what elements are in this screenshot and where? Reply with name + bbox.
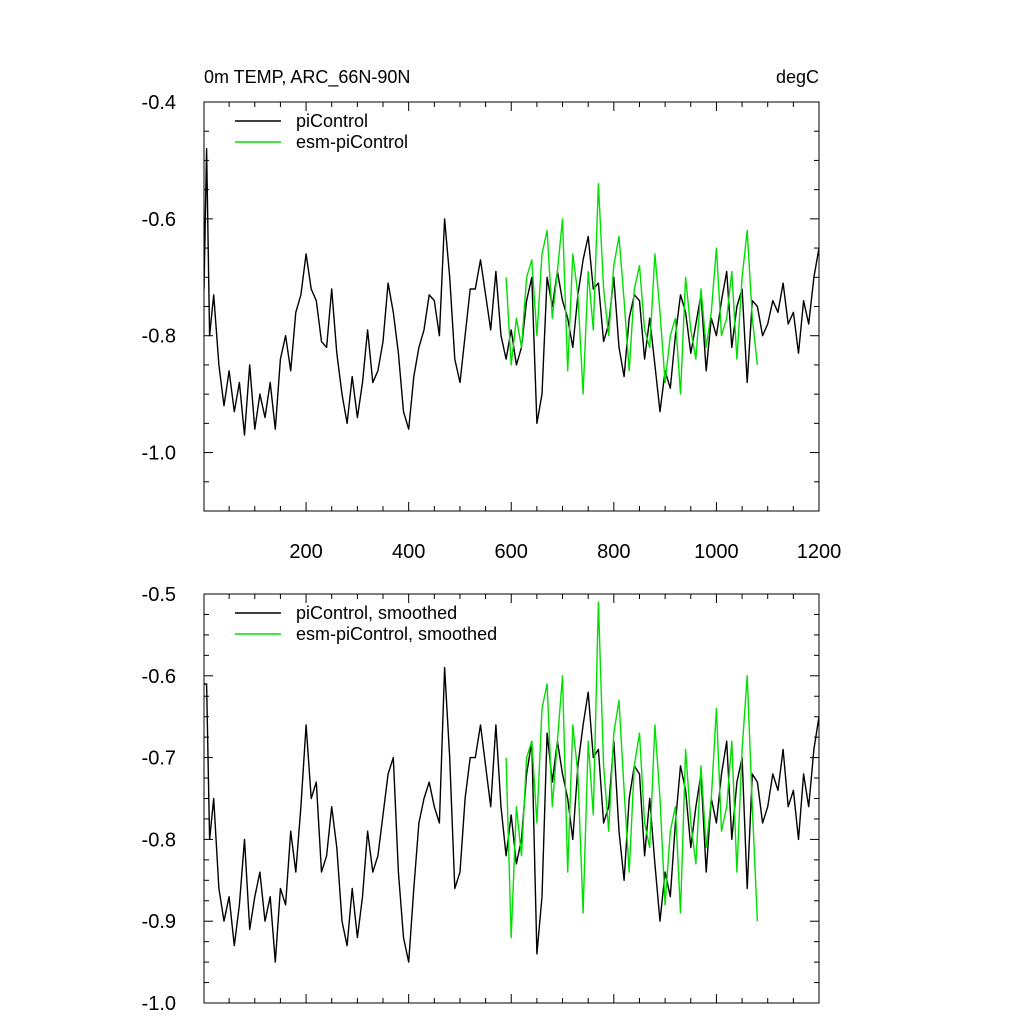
y-tick-label: -0.6	[142, 209, 176, 231]
y-tick-label: -0.7	[142, 748, 176, 770]
x-tick-label: 1000	[694, 541, 739, 563]
y-tick-label: -1.0	[142, 993, 176, 1015]
series-line-picontrol	[204, 147, 819, 436]
units-label: degC	[776, 67, 819, 87]
y-tick-label: -0.6	[142, 666, 176, 688]
x-tick-label: 200	[289, 541, 322, 563]
x-tick-label: 1200	[797, 541, 842, 563]
x-tick-label: 400	[392, 541, 425, 563]
legend-label: piControl	[296, 111, 368, 131]
series-line-esm-picontrol	[505, 183, 759, 395]
legend-label: piControl, smoothed	[296, 603, 457, 623]
series-line-esm-picontrol	[505, 601, 759, 939]
panel-1: 200 400 600 800 1000 1200 -1.0 -0.8 -0.6 -0.4 0m T…	[142, 67, 842, 563]
y-tick-label: -0.4	[142, 92, 176, 114]
legend-label: esm-piControl	[296, 132, 408, 152]
y-tick-label: -0.5	[142, 584, 176, 606]
y-tick-label: -0.8	[142, 829, 176, 851]
legend-label: esm-piControl, smoothed	[296, 624, 497, 644]
chart-title: 0m TEMP, ARC_66N-90N	[204, 67, 410, 88]
panel-2: -1.0 -0.9 -0.8 -0.7 -0.6 -0.5 piControl, smoot…	[142, 584, 820, 1015]
x-tick-label: 800	[597, 541, 630, 563]
y-tick-label: -0.9	[142, 911, 176, 933]
y-tick-label: -0.8	[142, 326, 176, 348]
x-tick-label: 600	[495, 541, 528, 563]
y-tick-label: -1.0	[142, 443, 176, 465]
plot-frame	[203, 101, 820, 512]
